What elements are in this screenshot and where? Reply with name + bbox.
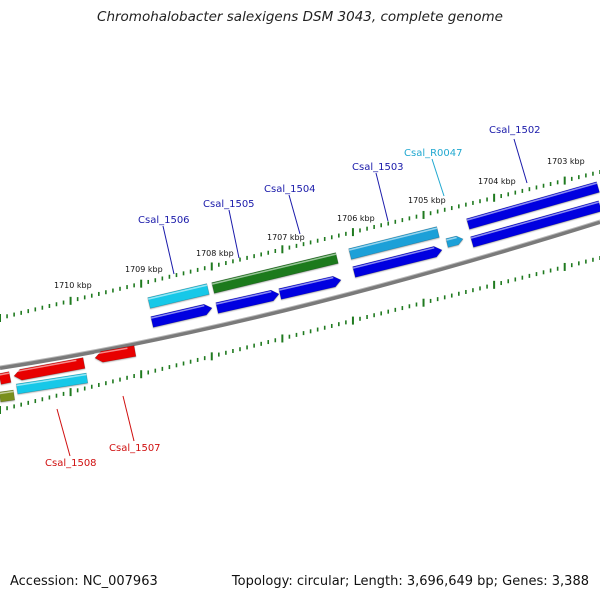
feature-csal-1506-highlight [150,304,205,319]
feature-csal-1504-cds[interactable] [278,275,342,300]
leader-csal-1508 [56,408,71,457]
gene-labels: Csal_1502 Csal_R0047 Csal_1503 Csal_1504… [45,125,541,469]
gene-label-csal-1502[interactable]: Csal_1502 [489,125,541,136]
feature-csal-1505-highlight [215,290,272,305]
gene-label-csal-1506[interactable]: Csal_1506 [138,215,190,226]
leader-csal-1504 [288,194,301,235]
gene-label-csal-1505[interactable]: Csal_1505 [203,199,255,210]
feature-csal-1508-rna-highlight [16,373,87,387]
tick-label-1709: 1709 kbp [125,265,163,274]
tick-label-1704: 1704 kbp [478,177,516,186]
leader-csal-1503 [375,172,389,222]
gene-leader-lines [56,138,528,457]
genome-backbone [0,220,600,370]
leader-csal-1506 [162,225,175,275]
gene-label-csal-1508[interactable]: Csal_1508 [45,458,97,469]
feature-csal-1505[interactable] [215,289,280,314]
gene-label-csal-1504[interactable]: Csal_1504 [264,184,316,195]
map-title: Chromohalobacter salexigens DSM 3043, co… [97,9,503,25]
feature-csal-1506-rna-highlight [147,284,208,300]
feature-csal-1503-rna[interactable] [348,226,440,260]
feature-csal-1507-highlight [94,347,128,355]
feature-csal-1502[interactable] [466,181,600,230]
feature-csal-1504-cds-highlight [278,276,334,291]
gene-features [0,181,600,403]
tick-label-1705: 1705 kbp [408,196,446,205]
feature-csal-r0047-highlight [446,236,457,241]
feature-csal-1502-cds[interactable] [470,200,600,248]
feature-csal-1502-cds-highlight [470,201,600,239]
leader-csal-1502 [513,138,528,184]
feature-left-edge-red-highlight [0,372,10,376]
feature-csal-1503-highlight [352,247,435,269]
tick-label-1707: 1707 kbp [267,233,305,242]
scale-tick-labels: 1703 kbp 1704 kbp 1705 kbp 1706 kbp 1707… [54,157,585,290]
tick-label-1708: 1708 kbp [196,249,234,258]
feature-csal-1503-rna-highlight [348,227,438,251]
tick-label-1703: 1703 kbp [547,157,585,166]
tick-label-1706: 1706 kbp [337,214,375,223]
leader-csal-r0047 [431,158,445,197]
genome-summary-text: Topology: circular; Length: 3,696,649 bp… [231,574,589,589]
gene-label-csal-1507[interactable]: Csal_1507 [109,443,161,454]
feature-csal-1504-highlight [211,253,337,285]
feature-left-edge-olive-highlight [0,390,14,395]
genome-backbone-highlight [0,219,600,367]
leader-csal-1505 [228,209,240,259]
feature-csal-1503[interactable] [352,246,443,278]
feature-csal-1508-highlight [13,359,77,373]
feature-csal-1502-highlight [466,182,598,221]
accession-text: Accession: NC_007963 [10,574,158,589]
gene-label-csal-1503[interactable]: Csal_1503 [352,162,404,173]
scale-tracks [0,170,600,414]
tick-label-1710: 1710 kbp [54,281,92,290]
leader-csal-1507 [122,395,135,442]
gene-label-csal-r0047[interactable]: Csal_R0047 [404,148,463,159]
feature-csal-1504[interactable] [211,252,339,294]
